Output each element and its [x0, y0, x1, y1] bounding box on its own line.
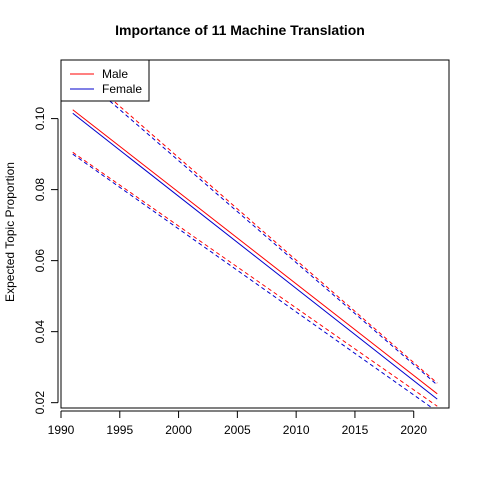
male-upper-ci-line — [72, 64, 438, 384]
legend-box — [60, 59, 150, 102]
x-tick-label: 2005 — [224, 423, 251, 437]
x-tick-label: 2000 — [165, 423, 192, 437]
female-upper-ci-line — [72, 68, 438, 386]
plot-frame — [60, 59, 450, 409]
x-tick-label: 2015 — [342, 423, 369, 437]
y-tick-label: 0.02 — [33, 391, 47, 415]
y-tick-label: 0.06 — [33, 249, 47, 273]
male-lower-ci-line — [72, 151, 438, 407]
x-tick-label: 2020 — [400, 423, 427, 437]
y-tick-label: 0.04 — [33, 320, 47, 344]
x-tick-label: 2010 — [283, 423, 310, 437]
y-tick-label: 0.10 — [33, 107, 47, 131]
male-mean-line — [72, 109, 438, 395]
legend-label-male: Male — [102, 67, 128, 81]
female-mean-line — [72, 112, 438, 400]
legend-label-female: Female — [102, 82, 142, 96]
x-tick-label: 1995 — [106, 423, 133, 437]
x-tick-label: 1990 — [48, 423, 75, 437]
chart-title: Importance of 11 Machine Translation — [115, 22, 365, 38]
y-tick-label: 0.08 — [33, 178, 47, 202]
female-lower-ci-line — [72, 153, 434, 408]
